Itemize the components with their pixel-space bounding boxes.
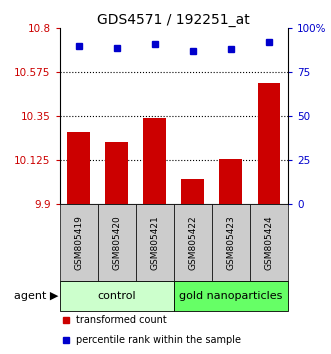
Text: GSM805424: GSM805424 <box>264 215 273 270</box>
Text: GSM805419: GSM805419 <box>74 215 83 270</box>
Text: percentile rank within the sample: percentile rank within the sample <box>75 335 241 345</box>
Bar <box>212 204 250 281</box>
Bar <box>143 118 166 204</box>
Bar <box>250 204 288 281</box>
Bar <box>67 132 90 204</box>
Text: agent ▶: agent ▶ <box>15 291 59 301</box>
Bar <box>174 204 212 281</box>
Bar <box>98 204 136 281</box>
Text: transformed count: transformed count <box>75 315 166 325</box>
Bar <box>60 204 98 281</box>
Title: GDS4571 / 192251_at: GDS4571 / 192251_at <box>97 13 250 27</box>
Bar <box>258 83 280 204</box>
Bar <box>136 204 174 281</box>
Bar <box>174 281 288 311</box>
Text: GSM805420: GSM805420 <box>112 215 121 270</box>
Text: gold nanoparticles: gold nanoparticles <box>179 291 283 301</box>
Text: GSM805422: GSM805422 <box>188 215 197 270</box>
Bar <box>60 281 174 311</box>
Bar <box>219 159 242 204</box>
Bar <box>105 142 128 204</box>
Text: control: control <box>97 291 136 301</box>
Text: GSM805423: GSM805423 <box>226 215 235 270</box>
Text: GSM805421: GSM805421 <box>150 215 159 270</box>
Bar <box>181 179 204 204</box>
